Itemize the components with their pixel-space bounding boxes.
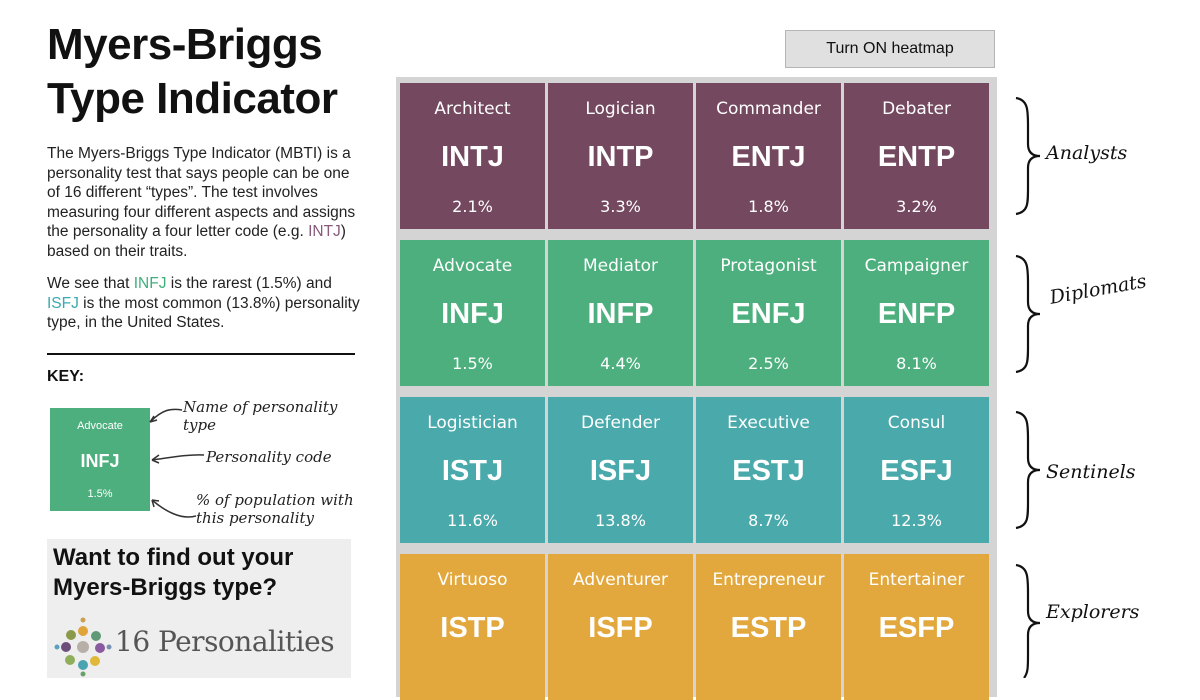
type-cell-estp[interactable]: Entrepreneur ESTP	[696, 554, 841, 700]
analysts-brace-icon	[1015, 96, 1041, 216]
type-cell-infj[interactable]: Advocate INFJ 1.5%	[400, 240, 545, 386]
personality-grid: Architect INTJ 2.1% Logician INTP 3.3% C…	[396, 77, 997, 700]
type-cell-estj[interactable]: Executive ESTJ 8.7%	[696, 397, 841, 543]
key-example-card: Advocate INFJ 1.5%	[50, 408, 150, 511]
type-cell-entj[interactable]: Commander ENTJ 1.8%	[696, 83, 841, 229]
sentinels-brace-icon	[1015, 410, 1041, 530]
type-cell-enfj[interactable]: Protagonist ENFJ 2.5%	[696, 240, 841, 386]
example-code-highlight: INTJ	[308, 223, 341, 240]
key-label: KEY:	[47, 368, 85, 385]
diplomats-brace-icon	[1015, 254, 1041, 374]
group-label-explorers: Explorers	[1046, 601, 1140, 623]
key-arrows	[149, 408, 205, 518]
key-example-name: Advocate	[77, 420, 123, 432]
rarest-type-highlight: INFJ	[133, 275, 167, 292]
promo-box[interactable]: Want to find out your Myers-Briggs type?…	[47, 539, 351, 678]
key-annotation-code: Personality code	[206, 448, 332, 466]
promo-logo-text: 16 Personalities	[115, 625, 335, 658]
key-example-pct: 1.5%	[87, 488, 113, 500]
type-cell-infp[interactable]: Mediator INFP 4.4%	[548, 240, 693, 386]
type-cell-enfp[interactable]: Campaigner ENFP 8.1%	[844, 240, 989, 386]
key-annotation-pct: % of population with this personality	[196, 491, 354, 527]
type-cell-entp[interactable]: Debater ENTP 3.2%	[844, 83, 989, 229]
type-cell-istj[interactable]: Logistician ISTJ 11.6%	[400, 397, 545, 543]
most-common-type-highlight: ISFJ	[47, 294, 79, 312]
type-cell-istp[interactable]: Virtuoso ISTP	[400, 554, 545, 700]
group-label-sentinels: Sentinels	[1046, 461, 1136, 483]
description-paragraph-2: We see that INFJ is the rarest (1.5%) an…	[47, 275, 360, 331]
key-example-code: INFJ	[80, 451, 120, 471]
turn-on-heatmap-button[interactable]: Turn ON heatmap	[785, 30, 995, 68]
description: The Myers-Briggs Type Indicator (MBTI) i…	[47, 144, 362, 346]
group-label-analysts: Analysts	[1046, 142, 1128, 164]
group-label-diplomats: Diplomats	[1048, 270, 1149, 309]
divider	[47, 353, 355, 355]
explorers-brace-icon	[1015, 563, 1041, 678]
type-cell-esfj[interactable]: Consul ESFJ 12.3%	[844, 397, 989, 543]
page-title: Myers-Briggs Type Indicator	[47, 20, 338, 123]
type-cell-intp[interactable]: Logician INTP 3.3%	[548, 83, 693, 229]
type-cell-esfp[interactable]: Entertainer ESFP	[844, 554, 989, 700]
type-cell-isfj[interactable]: Defender ISFJ 13.8%	[548, 397, 693, 543]
promo-title: Want to find out your Myers-Briggs type?	[53, 544, 294, 601]
key-annotation-name: Name of personality type	[183, 398, 338, 434]
description-paragraph-1: The Myers-Briggs Type Indicator (MBTI) i…	[47, 145, 356, 260]
type-cell-isfp[interactable]: Adventurer ISFP	[548, 554, 693, 700]
16-personalities-logo-icon	[54, 617, 112, 677]
type-cell-intj[interactable]: Architect INTJ 2.1%	[400, 83, 545, 229]
